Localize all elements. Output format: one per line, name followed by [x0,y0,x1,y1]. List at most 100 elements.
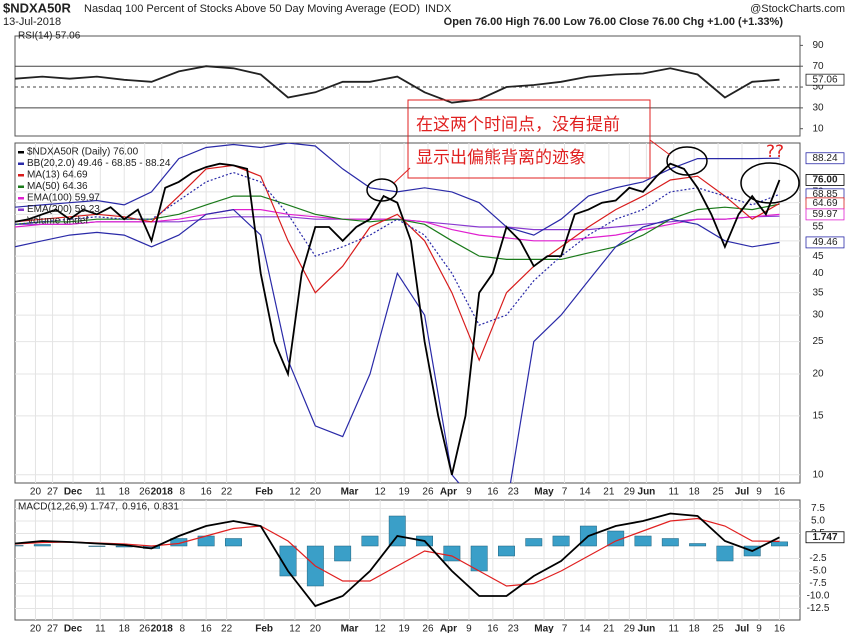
legend-note: Volume undef [27,216,88,227]
x-tick-label: 29 [624,624,636,633]
y-tick-label: -2.5 [809,553,827,564]
highlight-circle [366,178,398,202]
x-tick-label: 21 [603,624,615,633]
histogram-bar [279,545,297,577]
histogram-bar [552,535,570,547]
histogram-bar [498,545,515,557]
x-tick-label: 11 [669,487,680,498]
x-tick-label: 19 [399,624,411,633]
x-tick-label: 7 [562,487,568,498]
highlight-circle [666,146,708,176]
x-tick-label: 20 [30,487,42,498]
legend-swatch [18,208,24,211]
legend-label: $NDXA50R (Daily) 76.00 [27,147,139,158]
x-tick-label: Dec [64,487,83,498]
legend-label: 0.831 [154,502,179,513]
legend-swatch [18,185,24,188]
value-tag-label: 88.24 [812,153,837,164]
x-tick-label: 9 [756,624,762,633]
annotation-box [407,99,651,179]
x-tick-label: 11 [95,624,106,633]
x-tick-label: 12 [375,487,387,498]
x-tick-label: 2018 [151,624,174,633]
series-line [15,517,780,587]
x-tick-label: Jun [638,624,656,633]
x-tick-label: 9 [756,487,762,498]
legend-swatch [18,197,24,200]
series-line [15,65,780,104]
value-tag [805,152,845,165]
legend-label: MA(13) 64.69 [27,170,88,181]
y-tick-label: 55 [812,222,824,233]
histogram-bar [661,538,679,547]
histogram-bar [224,538,242,547]
x-tick-label: 23 [508,487,520,498]
y-tick-label: 7.5 [811,503,825,514]
y-tick-label: 10 [812,469,824,480]
x-tick-label: Feb [255,487,273,498]
panel-frame [14,142,801,484]
x-tick-label: 12 [289,487,301,498]
y-tick-label: 10 [812,123,824,134]
x-tick-label: May [534,624,554,633]
legend-label: RSI(14) 57.06 [18,31,81,42]
bb-lower [15,208,780,483]
x-tick-label: Jun [638,487,656,498]
y-tick-label: 35 [812,287,824,298]
histogram-bar [334,545,352,562]
x-tick-label: 25 [713,487,725,498]
x-tick-label: 14 [579,487,591,498]
x-tick-label: 8 [179,624,185,633]
legend-label: BB(20,2.0) 49.46 - 68.85 - 88.24 [27,158,171,169]
value-tag [805,236,845,249]
legend-swatch [18,151,24,154]
x-tick-label: 20 [310,487,322,498]
value-tag-label: 57.06 [812,74,837,85]
histogram-bar [361,535,379,547]
exchange: INDX [425,3,452,15]
legend-label: 0.916, [122,502,150,513]
value-tag-label: 59.97 [812,209,837,220]
x-tick-label: 11 [95,487,106,498]
value-tag-label: 64.69 [812,198,837,209]
x-tick-label: 18 [689,487,701,498]
y-tick-label: -5.0 [809,566,827,577]
x-tick-label: 26 [422,487,434,498]
histogram-bar [443,545,461,562]
x-tick-label: 19 [399,487,411,498]
x-tick-label: 2018 [151,487,174,498]
x-tick-label: 25 [713,624,725,633]
arrow [649,139,671,156]
legend-label: MA(50) 64.36 [27,181,88,192]
y-tick-label: 50 [812,82,824,93]
y-tick-label: 30 [812,310,824,321]
x-tick-label: 16 [201,487,213,498]
histogram-bar [525,538,543,547]
value-tag-label: 49.46 [812,237,837,248]
y-tick-label: -10.0 [807,591,830,602]
value-tag [805,208,845,221]
x-tick-label: Mar [341,487,359,498]
y-tick-label: 90 [812,40,824,51]
x-tick-label: 7 [562,624,568,633]
x-tick-label: 9 [466,624,472,633]
legend-label: EMA(100) 59.97 [27,193,100,204]
panels: 10 30 50 70 90 RSI(14) 57.06 57.06 20 27 Dec 11 18 2… [14,31,845,633]
histogram-bar [170,538,188,547]
y-tick-label: 20 [812,369,824,380]
x-tick-label: 9 [466,487,472,498]
x-tick-label: 27 [47,487,59,498]
y-tick-label: 25 [812,336,824,347]
legend-swatch [18,162,24,165]
source: @StockCharts.com [750,3,845,15]
histogram-bar [388,515,406,547]
legend-swatch [18,174,24,177]
x-tick-label: 12 [375,624,387,633]
x-tick-label: 22 [221,487,233,498]
x-tick-label: 27 [47,624,59,633]
x-tick-label: 14 [579,624,591,633]
x-tick-label: 18 [689,624,701,633]
y-tick-label: 45 [812,251,824,262]
x-tick-label: 18 [119,487,131,498]
annotation-line: 在这两个时间点，没有提前 [416,115,620,135]
